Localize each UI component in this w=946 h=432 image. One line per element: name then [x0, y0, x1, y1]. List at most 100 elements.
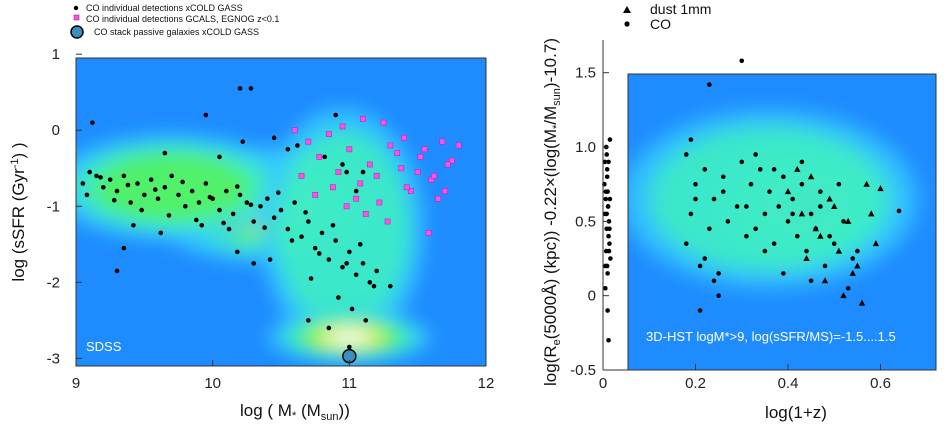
xcoldgass-point — [224, 188, 229, 194]
xcoldgass-point — [217, 154, 222, 160]
left-xlabel: log ( M* (Msun)) — [240, 401, 350, 423]
left-ytick-label: -1 — [47, 198, 60, 215]
co-point — [790, 211, 795, 217]
co-point — [804, 248, 809, 254]
xcoldgass-point — [275, 190, 281, 195]
co-point — [707, 82, 712, 87]
left-ytick-label: 1 — [52, 46, 60, 63]
xcoldgass-point — [360, 169, 366, 175]
co-point — [697, 263, 703, 269]
right-ylabel: log(Re(5000Å) (kpc)) -0.22×(log(M*/Msun)… — [541, 38, 563, 386]
xcoldgass-point — [319, 230, 325, 236]
co-point — [603, 189, 609, 194]
co-point — [702, 167, 708, 172]
xcoldgass-point — [183, 203, 188, 209]
xcoldgass-point — [207, 194, 213, 200]
right-panel: 0 0.2 0.4 0.61.51.00.50-0.5 3D-HST logM*>9,… — [541, 1, 937, 422]
xcoldgass-point — [107, 177, 113, 182]
co-point — [711, 196, 717, 202]
xcoldgass-point — [271, 215, 277, 221]
xcoldgass-point — [333, 112, 338, 118]
gcals-point — [373, 172, 380, 179]
xcoldgass-point — [203, 181, 209, 186]
xcoldgass-point — [176, 192, 181, 198]
co-point — [799, 181, 805, 187]
right-xlabel: log(1+z) — [765, 403, 827, 422]
co-point — [734, 204, 740, 209]
co-point — [744, 204, 749, 209]
xcoldgass-point — [162, 184, 168, 190]
co-point — [790, 196, 795, 202]
xcoldgass-point — [196, 200, 202, 205]
gcals-point — [376, 199, 383, 206]
xcoldgass-point — [148, 177, 154, 182]
legend-symbol-magenta-square — [73, 14, 80, 21]
co-point — [606, 233, 611, 239]
co-point — [606, 248, 612, 254]
legend-symbol-blue-circle — [70, 25, 84, 39]
co-point — [688, 137, 694, 142]
xcoldgass-point — [226, 226, 232, 232]
gcals-point — [403, 184, 410, 191]
xcoldgass-point — [125, 182, 131, 188]
xcoldgass-point — [230, 211, 236, 217]
xcoldgass-point — [234, 184, 240, 189]
gcals-point — [407, 188, 414, 194]
gcals-point — [316, 153, 323, 160]
right-ytick-label: 0 — [588, 288, 596, 305]
co-point — [606, 337, 611, 343]
xcoldgass-point — [203, 112, 209, 118]
xcoldgass-point — [166, 213, 172, 218]
dust-1mm-point — [835, 247, 843, 254]
co-point — [776, 204, 782, 209]
xcoldgass-point — [155, 196, 161, 201]
gcals-point — [401, 134, 407, 141]
svg-text:log(1+z): log(1+z) — [765, 403, 827, 422]
co-point — [799, 159, 805, 165]
gcals-point — [398, 165, 405, 172]
co-point — [739, 58, 745, 64]
dust-1mm-point — [817, 232, 824, 239]
xcoldgass-point — [258, 203, 263, 209]
xcoldgass-point — [162, 150, 168, 156]
xcoldgass-point — [326, 325, 332, 331]
xcoldgass-point — [90, 120, 95, 125]
gcals-point — [312, 191, 319, 198]
co-point — [716, 293, 721, 298]
legend-label-stack: CO stack passive galaxies xCOLD GASS — [94, 27, 259, 37]
density-contour — [275, 130, 410, 329]
gcals-point — [339, 123, 346, 130]
gcals-point — [431, 172, 437, 179]
left-plot-frame — [75, 57, 487, 367]
xcoldgass-point — [111, 197, 117, 203]
xcoldgass-point — [312, 245, 318, 251]
gcals-point — [325, 131, 332, 137]
xcoldgass-point — [94, 173, 99, 179]
gcals-point — [414, 169, 421, 175]
co-point — [855, 248, 860, 254]
xcoldgass-point — [340, 162, 345, 167]
gcals-point — [343, 203, 350, 210]
xcoldgass-point — [152, 187, 158, 192]
right-axes: 0 0.2 0.4 0.61.51.00.50-0.5 — [570, 40, 936, 392]
legend-symbol-dot — [624, 21, 630, 27]
co-point — [725, 219, 731, 224]
dust-1mm-point — [868, 210, 875, 217]
co-point — [762, 211, 768, 217]
right-ytick-label: 1.5 — [575, 65, 596, 82]
right-inset-label: 3D-HST logM*>9, log(sSFR/MS)=-1.5....1.5 — [646, 329, 896, 344]
xcoldgass-point — [180, 179, 185, 185]
right-ytick-label: 1.0 — [575, 139, 596, 156]
left-points — [80, 86, 462, 364]
legend-symbol-triangle — [623, 6, 631, 13]
gcals-point — [421, 146, 428, 153]
dust-1mm-point — [826, 195, 833, 202]
co-point — [697, 308, 703, 313]
xcoldgass-point — [299, 234, 304, 240]
xcoldgass-point — [234, 249, 240, 255]
left-legend: CO individual detections xCOLD GASS CO i… — [70, 3, 279, 39]
xcoldgass-point — [353, 188, 359, 194]
xcoldgass-point — [121, 173, 127, 179]
co-point — [604, 174, 610, 180]
